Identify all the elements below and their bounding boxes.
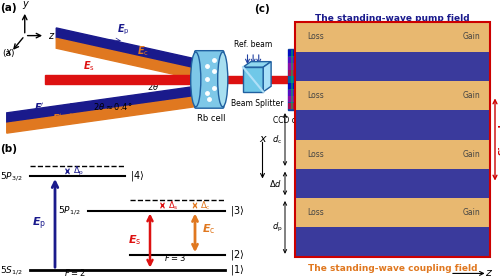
Bar bbox=[288, 49, 306, 110]
Text: $\boldsymbol{E}_{\rm p}$: $\boldsymbol{E}_{\rm p}$ bbox=[32, 215, 46, 232]
Text: $\boldsymbol{E}_{\rm c}$: $\boldsymbol{E}_{\rm c}$ bbox=[137, 45, 149, 58]
Text: x: x bbox=[259, 134, 266, 145]
Text: The standing-wave coupling field: The standing-wave coupling field bbox=[308, 264, 477, 273]
Polygon shape bbox=[45, 75, 206, 83]
Text: Loss: Loss bbox=[308, 91, 324, 100]
Text: (c): (c) bbox=[254, 4, 270, 14]
Bar bbox=[295, 169, 490, 198]
Text: x: x bbox=[5, 47, 11, 57]
Text: $\boldsymbol{E}_{\rm s}$: $\boldsymbol{E}_{\rm s}$ bbox=[83, 59, 95, 73]
Ellipse shape bbox=[190, 52, 201, 107]
Bar bbox=[295, 110, 490, 140]
Text: $\boldsymbol{E}_{\rm p}$: $\boldsymbol{E}_{\rm p}$ bbox=[117, 23, 130, 37]
Text: $\Delta_{\rm c}$: $\Delta_{\rm c}$ bbox=[200, 199, 210, 212]
Text: Loss: Loss bbox=[308, 32, 324, 42]
Bar bbox=[288, 90, 306, 96]
Bar bbox=[295, 52, 490, 81]
Text: $|4\rangle$: $|4\rangle$ bbox=[130, 169, 144, 184]
Bar bbox=[288, 83, 306, 89]
Text: Signal: Signal bbox=[499, 124, 500, 155]
Text: $\Delta_{\rm s}$: $\Delta_{\rm s}$ bbox=[168, 199, 178, 212]
Text: $2\theta$: $2\theta$ bbox=[147, 81, 159, 92]
Text: $\boldsymbol{E}_{\rm c}$: $\boldsymbol{E}_{\rm c}$ bbox=[202, 223, 216, 236]
Polygon shape bbox=[263, 62, 271, 92]
Bar bbox=[298, 50, 300, 109]
Bar bbox=[295, 22, 490, 257]
Text: (a): (a) bbox=[2, 49, 15, 58]
Text: Gain: Gain bbox=[462, 208, 480, 217]
Text: Rb cell: Rb cell bbox=[197, 114, 226, 123]
Text: (a): (a) bbox=[0, 3, 17, 13]
Text: Gain: Gain bbox=[462, 150, 480, 159]
Bar bbox=[295, 140, 490, 169]
Text: $\Delta d$: $\Delta d$ bbox=[270, 178, 282, 189]
Text: $|1\rangle$: $|1\rangle$ bbox=[230, 263, 244, 277]
Text: $F=2$: $F=2$ bbox=[64, 268, 86, 278]
Polygon shape bbox=[56, 28, 198, 69]
Bar bbox=[302, 50, 304, 109]
Polygon shape bbox=[56, 38, 198, 80]
Text: $\boldsymbol{E}_{\rm c}'$: $\boldsymbol{E}_{\rm c}'$ bbox=[52, 112, 64, 128]
Text: Loss: Loss bbox=[308, 208, 324, 217]
Bar bbox=[243, 67, 264, 92]
Text: Beam Splitter: Beam Splitter bbox=[230, 98, 283, 108]
Bar bbox=[288, 50, 306, 56]
Text: Ref. beam: Ref. beam bbox=[234, 40, 272, 49]
Text: $|3\rangle$: $|3\rangle$ bbox=[230, 204, 244, 218]
Bar bbox=[295, 227, 490, 257]
Text: z: z bbox=[484, 268, 490, 278]
Text: (b): (b) bbox=[0, 144, 17, 154]
Text: $F=3$: $F=3$ bbox=[164, 252, 186, 263]
Text: $\boldsymbol{E}_{\rm p}'$: $\boldsymbol{E}_{\rm p}'$ bbox=[34, 101, 46, 117]
Text: $d_{\rm p}$: $d_{\rm p}$ bbox=[272, 221, 282, 234]
Text: $d_{\rm c}$: $d_{\rm c}$ bbox=[272, 133, 282, 146]
Text: $5P_{1/2}$: $5P_{1/2}$ bbox=[58, 204, 80, 217]
Bar bbox=[288, 70, 306, 76]
Text: Gain: Gain bbox=[462, 91, 480, 100]
Polygon shape bbox=[243, 62, 271, 67]
Text: Gain: Gain bbox=[462, 32, 480, 42]
Text: $5P_{3/2}$: $5P_{3/2}$ bbox=[0, 170, 22, 183]
Text: $5S_{1/2}$: $5S_{1/2}$ bbox=[0, 264, 22, 277]
Bar bbox=[295, 22, 490, 52]
Bar bbox=[295, 81, 490, 110]
Polygon shape bbox=[7, 86, 198, 123]
Text: The standing-wave pump field: The standing-wave pump field bbox=[315, 14, 470, 23]
Bar bbox=[295, 198, 490, 227]
Text: $|2\rangle$: $|2\rangle$ bbox=[230, 248, 244, 262]
FancyBboxPatch shape bbox=[194, 51, 224, 108]
Bar bbox=[288, 63, 306, 69]
Bar bbox=[288, 103, 306, 109]
Text: Loss: Loss bbox=[308, 150, 324, 159]
Text: z: z bbox=[48, 31, 54, 41]
Bar bbox=[288, 76, 306, 83]
Polygon shape bbox=[271, 76, 288, 83]
Text: $2\theta{\approx}0.4°$: $2\theta{\approx}0.4°$ bbox=[93, 100, 132, 112]
Bar bbox=[288, 57, 306, 63]
Polygon shape bbox=[225, 76, 243, 83]
Text: $\boldsymbol{E}_{\rm s}$: $\boldsymbol{E}_{\rm s}$ bbox=[128, 234, 141, 247]
Bar bbox=[288, 96, 306, 102]
Bar bbox=[295, 50, 296, 109]
Bar bbox=[292, 50, 293, 109]
Text: $\Delta_{\rm p}$: $\Delta_{\rm p}$ bbox=[72, 165, 84, 178]
Text: CCD camera: CCD camera bbox=[273, 116, 321, 126]
Ellipse shape bbox=[218, 52, 228, 107]
Polygon shape bbox=[7, 97, 198, 133]
Text: y: y bbox=[22, 0, 28, 9]
